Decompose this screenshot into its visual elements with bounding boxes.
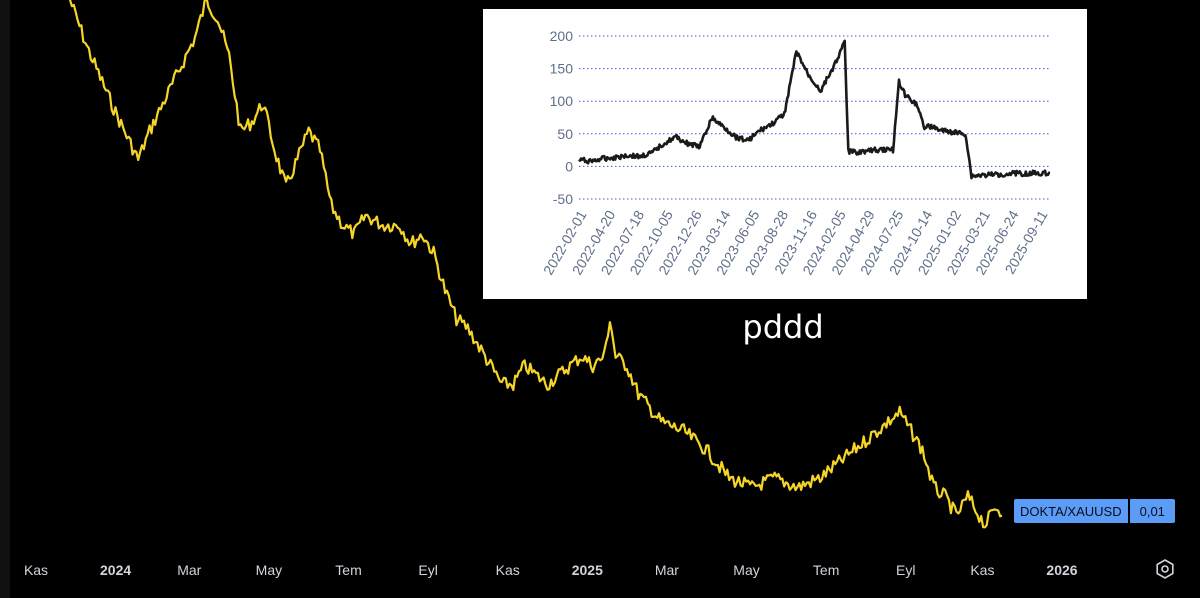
inset-y-tick-label: 100 xyxy=(550,93,574,109)
main-x-tick-label: May xyxy=(256,562,282,578)
price-tag-value: 0,01 xyxy=(1129,499,1175,523)
left-edge-border xyxy=(0,0,10,598)
price-tag-symbol: DOKTA/XAUUSD xyxy=(1014,499,1128,523)
main-x-axis: Kas 2024 Mar May Tem Eyl Kas 2025 Mar May Tem Eyl Ka… xyxy=(24,562,1078,578)
main-x-tick-label: Mar xyxy=(177,562,201,578)
main-x-tick-label: Tem xyxy=(813,562,839,578)
main-x-tick-label: Kas xyxy=(496,562,520,578)
inset-y-axis: -50 0 50 100 150 200 xyxy=(550,28,574,207)
main-x-tick-label: Kas xyxy=(970,562,994,578)
main-plot-area xyxy=(68,0,1003,529)
gear-icon xyxy=(1156,559,1174,579)
main-x-tick-label: Eyl xyxy=(418,562,437,578)
inset-x-axis: 2022-02-012022-04-202022-07-182022-10-05… xyxy=(540,207,1051,277)
inset-series-line xyxy=(578,39,1051,180)
settings-button[interactable] xyxy=(1153,557,1177,581)
chart-caption: pddd xyxy=(742,308,824,346)
price-tag: DOKTA/XAUUSD 0,01 xyxy=(1014,499,1175,523)
main-x-tick-label: Kas xyxy=(24,562,48,578)
inset-y-tick-label: 150 xyxy=(550,61,574,77)
inset-y-tick-label: 0 xyxy=(565,158,573,174)
inset-y-tick-label: -50 xyxy=(553,191,573,207)
inset-y-tick-label: 50 xyxy=(557,126,573,142)
main-x-tick-label: Mar xyxy=(655,562,679,578)
main-series-line xyxy=(68,0,1003,529)
main-x-tick-label: Eyl xyxy=(896,562,915,578)
main-x-tick-label: May xyxy=(733,562,759,578)
main-x-tick-label: Tem xyxy=(335,562,361,578)
inset-chart-panel: -50 0 50 100 150 200 2022-02-01 2022-04-20 2022… xyxy=(483,9,1087,299)
main-x-tick-label: 2025 xyxy=(572,562,603,578)
inset-plot-area xyxy=(578,39,1051,180)
inset-gridlines xyxy=(579,35,1050,200)
inset-y-tick-label: 200 xyxy=(550,28,574,44)
main-x-tick-label: 2024 xyxy=(100,562,131,578)
inset-chart: -50 0 50 100 150 200 2022-02-012022-04-202022… xyxy=(540,28,1051,278)
main-x-tick-label: 2026 xyxy=(1046,562,1077,578)
